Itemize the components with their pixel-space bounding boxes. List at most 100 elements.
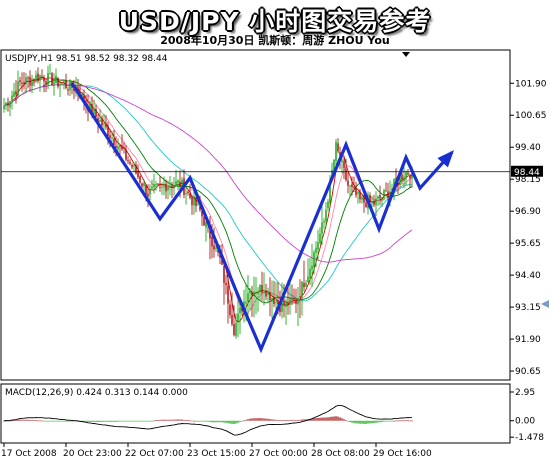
candle <box>317 229 319 261</box>
macd-bar <box>347 420 349 422</box>
candle <box>261 271 263 301</box>
macd-bar <box>189 420 191 422</box>
macd-bar <box>129 420 131 422</box>
candle <box>201 209 203 226</box>
macd-bar <box>401 420 403 422</box>
candle <box>315 241 317 268</box>
candle <box>11 90 13 110</box>
macd-bar <box>341 418 343 421</box>
candle <box>301 280 303 316</box>
macd-bar <box>99 420 101 422</box>
macd-bar <box>383 420 385 422</box>
macd-bar <box>393 420 395 422</box>
macd-bar <box>159 419 161 421</box>
macd-bar <box>365 420 367 424</box>
price-tick-label: 98.15 <box>515 175 541 185</box>
macd-bar <box>351 420 353 423</box>
macd-bar <box>389 420 391 422</box>
candle <box>285 298 287 325</box>
macd-bar <box>249 418 251 421</box>
candle <box>21 72 23 92</box>
candle <box>127 156 129 165</box>
candle <box>185 185 187 205</box>
macd-bar <box>233 420 235 425</box>
candle <box>343 155 345 180</box>
macd-bar <box>261 418 263 421</box>
macd-bar <box>147 420 149 422</box>
candle <box>57 77 59 89</box>
macd-bar <box>83 420 85 422</box>
candle <box>25 72 27 94</box>
macd-bar <box>207 420 209 422</box>
macd-bar <box>117 420 119 422</box>
macd-bar <box>205 420 207 422</box>
candle <box>295 288 297 314</box>
macd-bar <box>387 420 389 422</box>
candle <box>41 69 43 80</box>
macd-bar <box>111 420 113 422</box>
macd-bar <box>369 420 371 424</box>
candle <box>67 86 69 96</box>
macd-bar <box>251 418 253 421</box>
macd-bar <box>239 420 241 422</box>
candle <box>189 184 191 200</box>
macd-bar <box>357 420 359 424</box>
candle <box>173 176 175 196</box>
macd-bar <box>47 420 49 422</box>
macd-bar <box>213 420 215 423</box>
macd-bar <box>149 420 151 422</box>
macd-bar <box>315 418 317 421</box>
macd-bar <box>31 420 33 421</box>
macd-bar <box>397 420 399 422</box>
macd-bar <box>141 420 143 422</box>
candle <box>255 277 257 315</box>
candle <box>123 142 125 154</box>
current-price-badge: 98.44 <box>511 165 543 178</box>
macd-bar <box>349 420 351 423</box>
macd-bar <box>9 420 11 422</box>
macd-bar <box>305 419 307 421</box>
macd-bar <box>323 417 325 421</box>
macd-bar <box>65 420 67 422</box>
candle <box>59 80 61 98</box>
macd-bar <box>371 420 373 424</box>
macd-bar <box>17 419 19 421</box>
candle <box>39 74 41 92</box>
macd-bar <box>125 420 127 422</box>
macd-bar <box>201 420 203 422</box>
macd-bar <box>211 420 213 423</box>
arrow-head-icon <box>437 150 454 168</box>
macd-bar <box>219 420 221 423</box>
macd-bar <box>335 416 337 421</box>
candle <box>235 313 237 339</box>
macd-bar <box>373 420 375 424</box>
macd-bar <box>97 420 99 422</box>
macd-bar <box>253 418 255 421</box>
macd-bar <box>151 420 153 422</box>
macd-bar <box>71 420 73 422</box>
candle <box>311 243 313 288</box>
macd-bar <box>161 419 163 421</box>
candle <box>409 173 411 189</box>
macd-bar <box>153 420 155 422</box>
macd-bar <box>49 420 51 422</box>
candle <box>35 70 37 83</box>
candle <box>401 172 403 185</box>
macd-bar <box>265 418 267 421</box>
candle <box>341 157 343 174</box>
macd-bar <box>157 419 159 421</box>
macd-bar <box>355 420 357 424</box>
candle <box>135 161 137 175</box>
macd-bar <box>209 420 211 422</box>
macd-bar <box>359 420 361 424</box>
macd-bar <box>405 420 407 422</box>
candle <box>131 163 133 170</box>
candle <box>167 180 169 200</box>
macd-bar <box>367 420 369 424</box>
candle <box>273 280 275 308</box>
macd-bar <box>53 420 55 422</box>
macd-bar <box>25 419 27 421</box>
candle <box>269 277 271 317</box>
macd-bar <box>273 419 275 421</box>
time-tick-label: 22 Oct 07:00 <box>125 449 184 459</box>
